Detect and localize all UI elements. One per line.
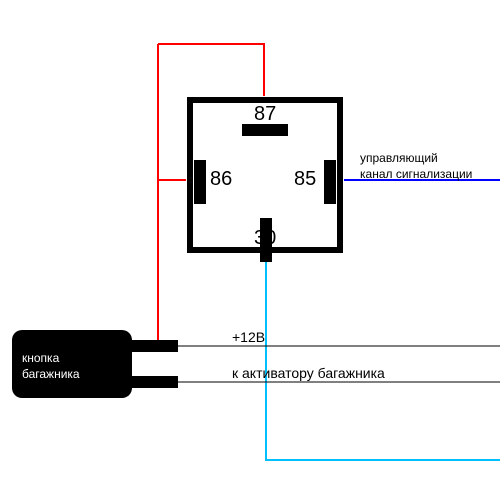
button-connector-2	[132, 376, 178, 388]
label-signal-1: управляющий	[360, 151, 438, 165]
relay-pin-86	[194, 160, 206, 204]
button-label-1: кнопка	[22, 351, 60, 365]
relay-pin-85	[324, 160, 336, 204]
label-activator: к активатору багажника	[232, 365, 385, 381]
button-label-2: багажника	[22, 367, 80, 381]
relay-label-30: 30	[254, 227, 276, 249]
relay-pin-87	[242, 124, 288, 136]
label-12v: +12В	[232, 329, 265, 345]
relay-label-85: 85	[294, 168, 316, 190]
label-signal-2: канал сигнализации	[360, 167, 472, 181]
button-connector-1	[132, 340, 178, 352]
relay-label-86: 86	[210, 168, 232, 190]
relay-label-87: 87	[254, 103, 276, 125]
wiring-diagram: 87 86 85 30 кнопка багажника управляющий…	[0, 0, 500, 500]
wire-cyan-30	[266, 260, 500, 460]
